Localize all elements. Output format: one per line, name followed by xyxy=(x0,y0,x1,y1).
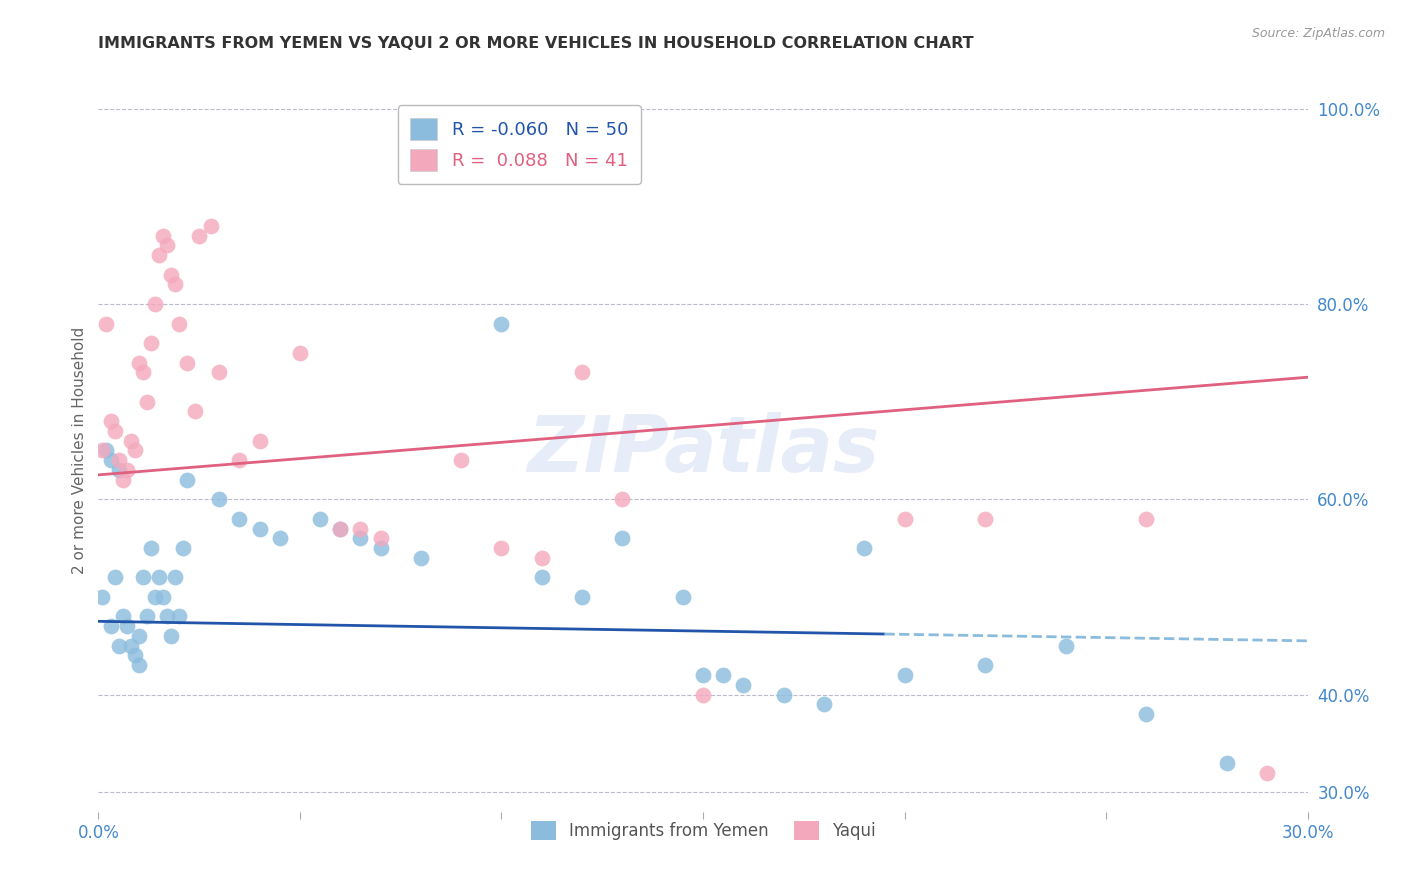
Point xyxy=(1216,756,1239,770)
Point xyxy=(228,453,250,467)
Point xyxy=(176,473,198,487)
Text: Source: ZipAtlas.com: Source: ZipAtlas.com xyxy=(1251,27,1385,40)
Point xyxy=(163,570,186,584)
Point xyxy=(692,668,714,682)
Point xyxy=(115,619,138,633)
Point xyxy=(103,424,125,438)
Point xyxy=(91,590,114,604)
Point xyxy=(349,522,371,536)
Point xyxy=(100,453,122,467)
Point xyxy=(115,463,138,477)
Point xyxy=(309,512,332,526)
Point xyxy=(172,541,194,555)
Point xyxy=(152,228,174,243)
Point xyxy=(208,492,231,507)
Point xyxy=(124,648,146,663)
Point xyxy=(1135,512,1157,526)
Point xyxy=(128,629,150,643)
Text: ZIPatlas: ZIPatlas xyxy=(527,412,879,489)
Point xyxy=(156,609,179,624)
Point xyxy=(143,590,166,604)
Point xyxy=(692,688,714,702)
Point xyxy=(200,219,222,233)
Point xyxy=(329,522,352,536)
Point xyxy=(249,434,271,448)
Point xyxy=(288,346,311,360)
Point xyxy=(184,404,207,418)
Point xyxy=(228,512,250,526)
Point xyxy=(893,668,915,682)
Point xyxy=(188,228,211,243)
Point xyxy=(329,522,352,536)
Point xyxy=(107,463,129,477)
Point xyxy=(176,355,198,369)
Legend: Immigrants from Yemen, Yaqui: Immigrants from Yemen, Yaqui xyxy=(524,814,882,847)
Point xyxy=(135,609,157,624)
Point xyxy=(349,532,371,546)
Point xyxy=(450,453,472,467)
Point xyxy=(96,317,118,331)
Point xyxy=(139,336,162,351)
Point xyxy=(491,541,513,555)
Point xyxy=(163,277,186,292)
Point xyxy=(1054,639,1077,653)
Point xyxy=(711,668,734,682)
Point xyxy=(132,365,155,379)
Point xyxy=(124,443,146,458)
Point xyxy=(571,365,593,379)
Point xyxy=(530,570,553,584)
Point xyxy=(148,248,170,262)
Point xyxy=(156,238,179,252)
Y-axis label: 2 or more Vehicles in Household: 2 or more Vehicles in Household xyxy=(72,326,87,574)
Point xyxy=(91,443,114,458)
Point xyxy=(143,297,166,311)
Point xyxy=(160,268,183,282)
Point xyxy=(152,590,174,604)
Point xyxy=(107,453,129,467)
Point xyxy=(733,678,755,692)
Point xyxy=(1256,765,1278,780)
Point xyxy=(148,570,170,584)
Text: IMMIGRANTS FROM YEMEN VS YAQUI 2 OR MORE VEHICLES IN HOUSEHOLD CORRELATION CHART: IMMIGRANTS FROM YEMEN VS YAQUI 2 OR MORE… xyxy=(98,36,974,51)
Point xyxy=(269,532,291,546)
Point xyxy=(571,590,593,604)
Point xyxy=(111,609,134,624)
Point xyxy=(530,550,553,565)
Point xyxy=(1135,707,1157,722)
Point xyxy=(893,512,915,526)
Point xyxy=(132,570,155,584)
Point xyxy=(100,619,122,633)
Point xyxy=(612,492,634,507)
Point xyxy=(974,512,997,526)
Point xyxy=(409,550,432,565)
Point xyxy=(491,317,513,331)
Point xyxy=(111,473,134,487)
Point xyxy=(96,443,118,458)
Point xyxy=(160,629,183,643)
Point xyxy=(167,317,190,331)
Point xyxy=(100,414,122,428)
Point xyxy=(370,541,392,555)
Point xyxy=(107,639,129,653)
Point xyxy=(120,639,142,653)
Point xyxy=(135,394,157,409)
Point xyxy=(128,355,150,369)
Point xyxy=(249,522,271,536)
Point xyxy=(853,541,876,555)
Point xyxy=(772,688,794,702)
Point xyxy=(167,609,190,624)
Point xyxy=(672,590,695,604)
Point xyxy=(208,365,231,379)
Point xyxy=(974,658,997,673)
Point xyxy=(612,532,634,546)
Point xyxy=(813,698,835,712)
Point xyxy=(128,658,150,673)
Point xyxy=(120,434,142,448)
Point xyxy=(370,532,392,546)
Point xyxy=(103,570,125,584)
Point xyxy=(139,541,162,555)
